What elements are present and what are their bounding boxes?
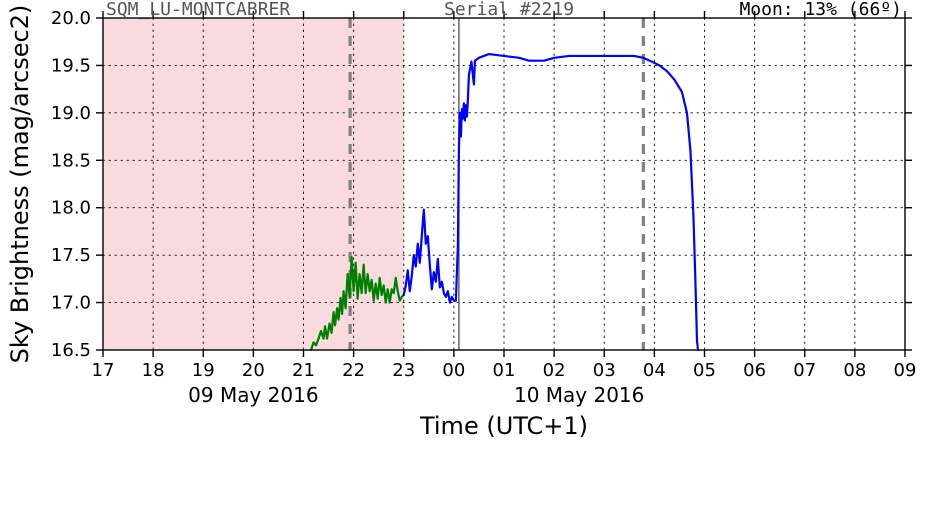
chart-svg: 17 18 19 20 21 22 23 00 01 02 03 04 05 06 07 08 09 16.5 17…: [0, 0, 952, 512]
x-date-right: 10 May 2016: [514, 383, 644, 407]
y-axis-title: Sky Brightness (mag/arcsec2): [6, 5, 34, 364]
y-tick-label: 18.0: [51, 198, 91, 219]
y-tick-label: 20.0: [51, 8, 91, 29]
x-axis-title: Time (UTC+1): [419, 412, 588, 440]
serial-label: Serial #2219: [444, 0, 574, 20]
x-tick-label: 07: [793, 360, 816, 381]
moon-label: Moon: 13% (66º): [739, 0, 902, 20]
x-tick-label: 18: [142, 360, 165, 381]
x-tick-label: 01: [493, 360, 516, 381]
x-tick-label: 19: [192, 360, 215, 381]
x-tick-label: 02: [543, 360, 566, 381]
x-tick-label: 05: [693, 360, 716, 381]
y-tick-label: 18.5: [51, 150, 91, 171]
x-tick-label: 20: [242, 360, 265, 381]
x-tick-label: 03: [593, 360, 616, 381]
x-tick-label: 08: [843, 360, 866, 381]
x-tick-label: 17: [92, 360, 115, 381]
x-tick-label: 04: [643, 360, 666, 381]
y-tick-label: 16.5: [51, 340, 91, 361]
sky-brightness-chart: 17 18 19 20 21 22 23 00 01 02 03 04 05 06 07 08 09 16.5 17…: [0, 0, 952, 512]
x-tick-label: 09: [894, 360, 917, 381]
y-tick-label: 19.5: [51, 55, 91, 76]
x-date-left: 09 May 2016: [188, 383, 318, 407]
x-tick-label: 00: [442, 360, 465, 381]
x-tick-label: 22: [342, 360, 365, 381]
station-label: SQM_LU-MONTCABRER: [106, 0, 290, 20]
y-tick-label: 17.5: [51, 245, 91, 266]
x-tick-label: 21: [292, 360, 315, 381]
y-tick-label: 19.0: [51, 103, 91, 124]
x-tick-label: 06: [743, 360, 766, 381]
y-tick-label: 17.0: [51, 293, 91, 314]
x-tick-label: 23: [392, 360, 415, 381]
